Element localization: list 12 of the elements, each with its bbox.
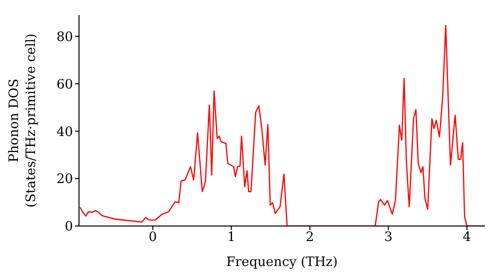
y-tick-label: 20 (56, 172, 73, 188)
y-tick-label: 60 (56, 77, 73, 92)
x-tick-label: 0 (148, 230, 157, 246)
x-tick-label: 1 (227, 230, 236, 246)
x-tick-label: 3 (384, 230, 393, 246)
y-tick-label: 80 (56, 30, 73, 45)
y-tick-label: 0 (64, 220, 73, 235)
y-axis-title: Phonon DOS (States/THz·primitive cell) (7, 33, 39, 208)
x-tick-label: 4 (462, 230, 472, 246)
x-axis-title: Frequency (THz) (226, 255, 338, 270)
y-tick-label: 40 (56, 124, 73, 140)
x-tick-label: 2 (306, 230, 314, 246)
